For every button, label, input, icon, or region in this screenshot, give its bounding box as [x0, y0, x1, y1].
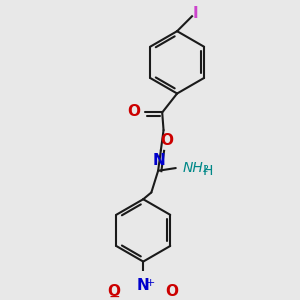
Text: NH₂: NH₂: [182, 161, 209, 175]
Text: +: +: [145, 278, 155, 288]
Text: O: O: [160, 133, 173, 148]
Text: H: H: [203, 164, 213, 178]
Text: O: O: [128, 103, 140, 118]
Text: O: O: [107, 284, 120, 299]
Text: N: N: [137, 278, 150, 293]
Text: O: O: [165, 284, 178, 299]
Text: −: −: [109, 290, 121, 300]
Text: N: N: [153, 153, 166, 168]
Text: I: I: [193, 6, 199, 21]
